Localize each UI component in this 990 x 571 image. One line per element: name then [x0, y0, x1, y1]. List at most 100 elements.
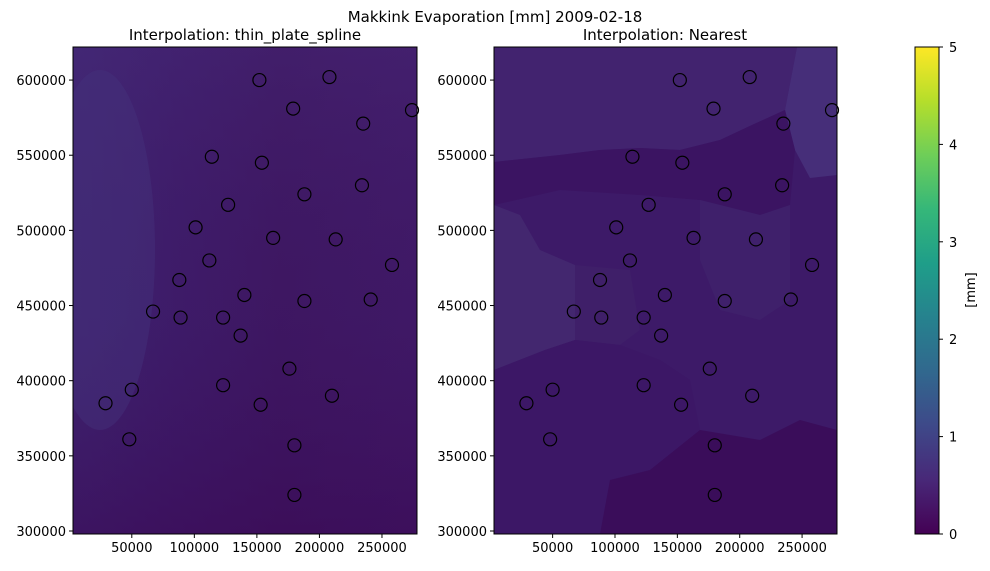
panel-1-ytick-label: 550000	[16, 149, 66, 164]
panel-2-station-marker	[717, 293, 732, 309]
colorbar-tick-label: 4	[949, 138, 957, 153]
panel-2-xtick-label: 150000	[653, 541, 703, 556]
colorbar-tick-label: 3	[949, 236, 957, 251]
panel-1-station-marker	[122, 432, 137, 447]
panel-1-station-marker	[324, 388, 340, 403]
colorbar: 0 1 2 3 4 5 [mm]	[914, 41, 979, 543]
panel-2-station-marker	[776, 116, 791, 131]
panel-1-ticks: 50000 100000 150000 200000 250000 300000 35000…	[16, 74, 406, 556]
panel-1-ytick-label: 300000	[16, 525, 66, 540]
panel-1-station-marker	[287, 438, 302, 453]
panel-2-xtick-label: 250000	[777, 541, 827, 556]
panel-2-station-marker	[592, 272, 608, 288]
panel-2-station-marker	[543, 432, 558, 447]
panel-1-ytick-label: 600000	[16, 74, 66, 89]
panel-2-station-marker	[686, 230, 701, 245]
panel-2-region-west	[494, 205, 575, 370]
panel-2-ticks: 50000 100000 150000 200000 250000 300000 35000…	[437, 74, 827, 556]
panel-2-station-marker	[775, 178, 790, 193]
panel-2-ytick-label: 400000	[437, 375, 487, 390]
panel-2-station-marker	[636, 310, 651, 325]
panel-2-field	[494, 47, 837, 534]
panel-1-station-marker	[287, 487, 302, 503]
panel-2-frame	[493, 46, 838, 535]
panel-2-ytick-label: 500000	[437, 224, 487, 239]
panel-2-xtick-label: 200000	[715, 541, 765, 556]
panel-2-station-marker	[622, 253, 638, 268]
panel-2-station-marker	[519, 396, 534, 411]
panel-2-station-marker	[745, 388, 760, 403]
panel-1-station-marker	[145, 304, 161, 319]
panel-2-ytick-label: 600000	[437, 74, 487, 89]
panel-1-station-marker	[252, 72, 267, 88]
figure-title: Makkink Evaporation [mm] 2009-02-18	[348, 8, 643, 26]
colorbar-tick-label: 5	[949, 41, 957, 56]
panel-2-station-marker	[748, 232, 764, 247]
panel-2-title: Interpolation: Nearest	[583, 26, 747, 44]
panel-2-xtick-label: 50000	[532, 541, 573, 556]
panel-2-station-marker	[675, 155, 690, 170]
panel-2-region-north	[494, 47, 797, 162]
panel-1-station-marker	[237, 287, 252, 303]
panel-2-stations	[519, 69, 840, 503]
panel-1-station-marker	[216, 378, 231, 393]
panel-1-station-marker	[216, 310, 231, 325]
panel-nearest: Interpolation: Nearest 50000 100000 150000…	[437, 26, 840, 556]
colorbar-label: [mm]	[964, 272, 979, 307]
panel-2-station-marker	[594, 310, 609, 325]
panel-2-region-central-band	[494, 110, 795, 215]
panel-1-station-marker	[328, 232, 343, 247]
panel-1-field-shading	[73, 47, 417, 534]
panel-1-station-marker	[384, 257, 400, 273]
panel-2-station-marker	[672, 72, 687, 88]
colorbar-ticks: 0 1 2 3 4 5	[939, 41, 957, 543]
panel-1-station-marker	[282, 361, 297, 376]
colorbar-tick-label: 2	[949, 333, 957, 348]
panel-1-xtick-label: 250000	[357, 541, 407, 556]
panel-1-station-marker	[266, 230, 281, 245]
panel-1-station-marker	[354, 178, 370, 193]
panel-1-ytick-label: 350000	[16, 450, 66, 465]
panel-2-station-marker	[654, 328, 669, 343]
panel-2-station-marker	[702, 361, 717, 376]
colorbar-frame	[914, 46, 940, 535]
panel-2-station-marker	[742, 69, 757, 85]
panel-1-station-marker	[124, 382, 139, 397]
panel-2-region-east-center	[700, 200, 790, 320]
panel-2-xtick-label: 100000	[590, 541, 640, 556]
panel-1-ytick-label: 500000	[16, 224, 66, 239]
panel-1-station-marker	[202, 253, 217, 268]
panel-1-ytick-label: 450000	[16, 300, 66, 315]
panel-2-station-marker	[545, 382, 560, 397]
panel-thin-plate-spline: Interpolation: thin_plate_spline 50000 10…	[16, 26, 420, 556]
panel-2-region-south-west	[494, 340, 700, 534]
panel-2-station-marker	[609, 220, 624, 235]
panel-1-xtick-label: 50000	[111, 541, 152, 556]
panel-2-region-northeast	[785, 47, 837, 178]
panel-2-station-marker	[706, 101, 721, 116]
panel-2-ytick-label: 300000	[437, 525, 487, 540]
panel-1-station-marker	[98, 396, 113, 411]
panel-1-xtick-label: 100000	[170, 541, 220, 556]
panel-1-frame	[72, 46, 418, 535]
panel-1-field	[73, 47, 417, 534]
panel-2-station-marker	[636, 378, 651, 393]
panel-2-ytick-label: 350000	[437, 450, 487, 465]
colorbar-tick-label: 0	[949, 528, 957, 543]
panel-1-station-marker	[233, 328, 248, 343]
panel-1-field-west-highlight	[73, 70, 155, 430]
panel-1-station-marker	[363, 292, 378, 307]
panel-2-region-west-center	[575, 265, 640, 345]
panel-1-station-marker	[188, 220, 203, 235]
panel-2-station-marker	[824, 103, 840, 118]
panel-2-station-marker	[673, 397, 689, 412]
panel-1-xtick-label: 200000	[295, 541, 345, 556]
panel-2-station-marker	[717, 187, 732, 202]
panel-2-station-marker	[641, 197, 656, 212]
panel-2-station-marker	[566, 304, 581, 319]
panel-1-station-marker	[173, 310, 188, 325]
panel-1-station-marker	[297, 293, 312, 309]
panel-1-station-marker	[253, 397, 268, 412]
